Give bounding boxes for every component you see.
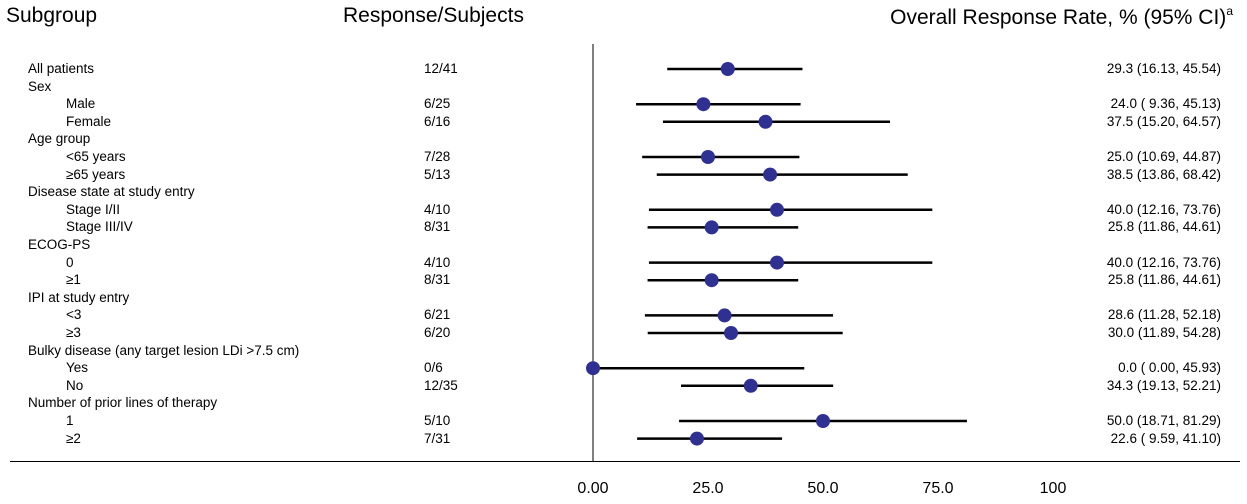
estimate-point [816,414,830,428]
estimate-point [717,308,732,323]
subgroup-category-label: Bulky disease (any target lesion LDi >7.… [28,342,300,358]
estimate-point [701,150,715,164]
estimate-point [586,361,600,376]
estimate-point [763,167,778,182]
response-subjects-value: 12/35 [424,377,458,393]
subgroup-label: ≥2 [66,430,81,446]
orr-ci-value: 40.0 (12.16, 73.76) [1106,201,1221,217]
response-subjects-value: 6/21 [424,307,451,323]
response-subjects-value: 7/31 [424,430,451,446]
estimate-point [724,326,738,340]
estimate-point [704,220,719,235]
subgroup-label: Stage I/II [66,201,121,217]
orr-ci-value: 28.6 (11.28, 52.18) [1107,307,1221,323]
subgroup-category-label: Number of prior lines of therapy [28,395,218,411]
estimate-point [758,114,773,129]
x-tick-label: 0.00 [577,480,609,497]
subgroup-label: Stage III/IV [66,219,133,235]
response-subjects-value: 6/20 [424,325,451,340]
x-tick-label: 75.0 [922,480,954,497]
x-tick-label: 50.0 [807,480,839,497]
x-tick-label: 100 [1039,480,1067,497]
estimate-point [720,62,735,76]
orr-ci-value: 30.0 (11.89, 54.28) [1107,325,1221,340]
subgroup-label: Female [66,113,112,129]
subgroup-label: No [66,377,84,393]
subgroup-label: 1 [66,413,74,428]
response-subjects-value: 5/10 [424,413,451,428]
subgroup-category-label: IPI at study entry [28,289,130,305]
orr-ci-value: 50.0 (18.71, 81.29) [1106,413,1221,428]
estimate-point [770,255,784,270]
estimate-point [743,378,758,393]
estimate-point [770,202,784,217]
response-subjects-value: 8/31 [424,272,451,288]
subgroup-label: All patients [28,61,95,76]
x-tick-label: 25.0 [692,480,724,497]
orr-header-superscript: a [1226,4,1233,18]
orr-ci-value: 22.6 ( 9.59, 41.10) [1110,430,1221,446]
estimate-point [696,97,711,112]
response-subjects-header: Response/Subjects [343,4,524,27]
orr-ci-value: 25.8 (11.86, 44.61) [1107,272,1221,288]
orr-ci-value: 37.5 (15.20, 64.57) [1106,113,1221,129]
response-subjects-value: 7/28 [424,149,451,164]
response-subjects-value: 6/25 [424,96,451,112]
overall-response-rate-header: Overall Response Rate, % (95% CI)a [890,4,1233,30]
response-subjects-value: 0/6 [424,360,443,376]
estimate-point [704,273,719,288]
subgroup-header: Subgroup [6,4,98,27]
orr-ci-value: 25.8 (11.86, 44.61) [1107,219,1221,235]
response-subjects-value: 6/16 [424,113,451,129]
subgroup-label: <3 [66,307,82,323]
response-subjects-value: 4/10 [424,254,451,270]
subgroup-label: Male [66,96,96,112]
subgroup-label: Yes [66,360,89,376]
subgroup-label: 0 [66,254,74,270]
response-subjects-value: 12/41 [424,61,458,76]
subgroup-category-label: Sex [28,78,52,94]
response-subjects-value: 4/10 [424,201,451,217]
response-subjects-value: 8/31 [424,219,451,235]
subgroup-label: ≥3 [66,325,81,340]
estimate-point [689,431,704,446]
subgroup-label: ≥1 [66,272,81,288]
orr-ci-value: 24.0 ( 9.36, 45.13) [1110,96,1221,112]
subgroup-label: <65 years [66,149,126,164]
subgroup-category-label: ECOG-PS [28,237,91,252]
subgroup-category-label: Disease state at study entry [28,184,195,200]
orr-ci-value: 0.0 ( 0.00, 45.93) [1118,360,1221,376]
subgroup-label: ≥65 years [66,166,126,182]
orr-header-text: Overall Response Rate, % (95% CI) [890,6,1227,29]
orr-ci-value: 34.3 (19.13, 52.21) [1106,377,1221,393]
orr-ci-value: 25.0 (10.69, 44.87) [1106,149,1221,164]
x-axis-line [10,461,1240,462]
orr-ci-value: 38.5 (13.86, 68.42) [1106,166,1221,182]
response-subjects-value: 5/13 [424,166,451,182]
subgroup-category-label: Age group [28,131,91,147]
orr-ci-value: 29.3 (16.13, 45.54) [1106,61,1221,76]
orr-ci-value: 40.0 (12.16, 73.76) [1106,254,1221,270]
